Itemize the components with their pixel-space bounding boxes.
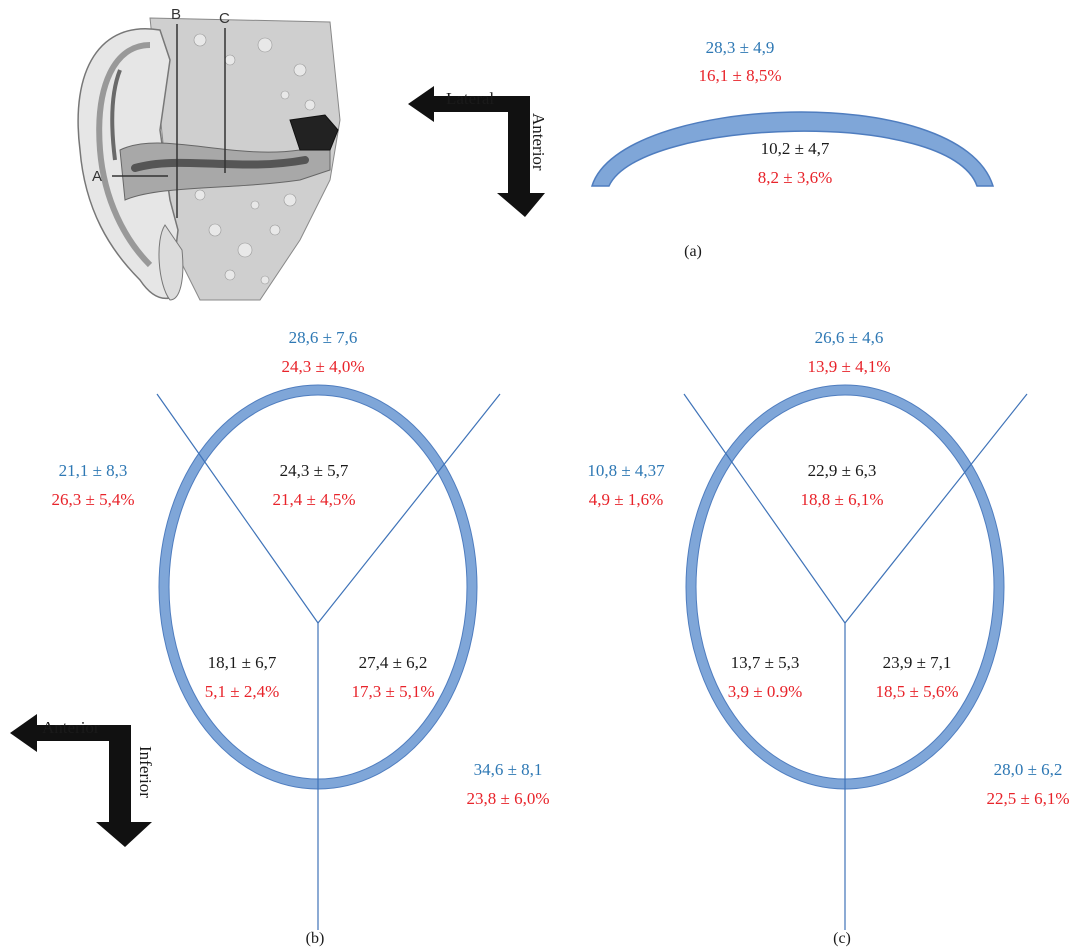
panel-c-caption: (c)	[833, 930, 851, 947]
ear-canal-lumen	[131, 156, 309, 172]
panel-b-lowleft-black: 18,1 ± 6,7	[208, 653, 277, 672]
ear-label-b: B	[171, 6, 181, 23]
elbow-arrow-shape	[10, 714, 152, 847]
elbow-arrow-shape	[408, 86, 545, 217]
divider-left-b	[156, 393, 319, 624]
anterior-label-top: Anterior	[529, 113, 548, 171]
panel-b-upper-black: 24,3 ± 5,7	[280, 461, 349, 480]
panel-c-upper-black: 22,9 ± 6,3	[808, 461, 877, 480]
panel-c-lowleft-red: 3,9 ± 0.9%	[728, 682, 803, 701]
ear-label-c: C	[219, 10, 230, 27]
panel-a-caption: (a)	[684, 243, 702, 260]
panel-c-top-red: 13,9 ± 4,1%	[808, 357, 891, 376]
panel-b-top-blue: 28,6 ± 7,6	[289, 328, 358, 347]
panel-a-outer-red: 16,1 ± 8,5%	[699, 66, 782, 85]
panel-c-right-red: 22,5 ± 6,1%	[987, 789, 1070, 808]
panel-b-left-blue: 21,1 ± 8,3	[59, 461, 128, 480]
panel-c-lowleft-black: 13,7 ± 5,3	[731, 653, 800, 672]
panel-b-lowright-red: 17,3 ± 5,1%	[352, 682, 435, 701]
panel-a: 28,3 ± 4,9 16,1 ± 8,5% 10,2 ± 4,7 8,2 ± …	[590, 38, 995, 260]
panel-b-top-red: 24,3 ± 4,0%	[282, 357, 365, 376]
helix-shadow	[110, 69, 122, 161]
panel-c-left-red: 4,9 ± 1,6%	[589, 490, 664, 509]
panel-b: 28,6 ± 7,6 24,3 ± 4,0% 21,1 ± 8,3 26,3 ±…	[52, 328, 550, 947]
panel-a-outer-blue: 28,3 ± 4,9	[706, 38, 775, 57]
panel-b-right-blue: 34,6 ± 8,1	[474, 760, 543, 779]
arc-ring-a	[590, 111, 995, 187]
ear-label-a: A	[92, 168, 102, 185]
panel-c-right-blue: 28,0 ± 6,2	[994, 760, 1063, 779]
divider-right-c	[844, 393, 1028, 624]
middle-ear	[289, 114, 339, 151]
inferior-label: Inferior	[136, 746, 155, 798]
panel-b-caption: (b)	[306, 930, 325, 947]
panel-c-lowright-red: 18,5 ± 5,6%	[876, 682, 959, 701]
panel-c-top-blue: 26,6 ± 4,6	[815, 328, 884, 347]
ear-illustration: A B C	[77, 6, 341, 301]
panel-b-lowright-black: 27,4 ± 6,2	[359, 653, 428, 672]
panel-c-lowright-black: 23,9 ± 7,1	[883, 653, 952, 672]
bone-texture	[193, 33, 316, 285]
panel-a-inner-black: 10,2 ± 4,7	[761, 139, 830, 158]
divider-left-c	[683, 393, 846, 624]
panel-b-right-red: 23,8 ± 6,0%	[467, 789, 550, 808]
divider-right-b	[317, 393, 501, 624]
helix-fold	[96, 42, 153, 268]
panel-c-left-blue: 10,8 ± 4,37	[587, 461, 665, 480]
orientation-arrow-top: Lateral Anterior	[408, 86, 548, 217]
lobule-shape	[158, 224, 184, 301]
anterior-label-bottom: Anterior	[42, 718, 100, 737]
panel-c: 26,6 ± 4,6 13,9 ± 4,1% 10,8 ± 4,37 4,9 ±…	[587, 328, 1069, 947]
panel-b-lowleft-red: 5,1 ± 2,4%	[205, 682, 280, 701]
panel-c-upper-red: 18,8 ± 6,1%	[801, 490, 884, 509]
lateral-label: Lateral	[446, 89, 494, 108]
orientation-arrow-bottom: Anterior Inferior	[10, 714, 155, 847]
panel-b-upper-red: 21,4 ± 4,5%	[273, 490, 356, 509]
panel-a-inner-red: 8,2 ± 3,6%	[758, 168, 833, 187]
panel-b-left-red: 26,3 ± 5,4%	[52, 490, 135, 509]
